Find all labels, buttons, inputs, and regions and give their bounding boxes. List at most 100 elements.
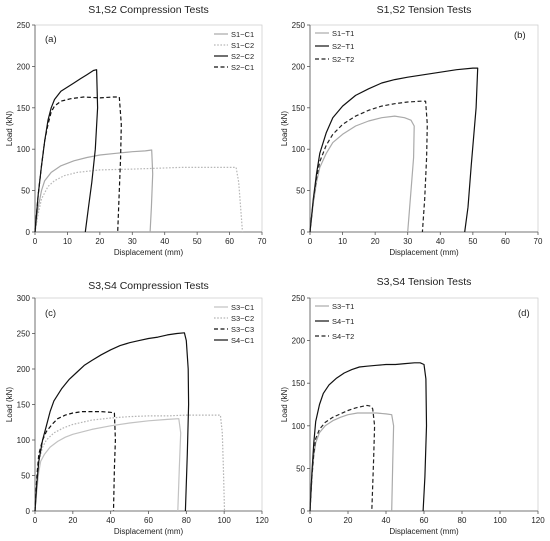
x-tick-label: 20 <box>68 516 77 525</box>
y-tick-label: 150 <box>292 379 306 388</box>
y-tick-label: 200 <box>17 62 31 71</box>
legend-label: S4−C1 <box>231 336 254 345</box>
y-tick-label: 300 <box>17 294 31 303</box>
x-tick-label: 50 <box>193 237 202 246</box>
legend-label: S3−C1 <box>231 303 254 312</box>
x-tick-label: 60 <box>144 516 153 525</box>
x-tick-label: 100 <box>493 516 507 525</box>
legend-label: S1−C1 <box>231 30 254 39</box>
y-tick-label: 0 <box>26 507 31 516</box>
x-tick-label: 20 <box>95 237 104 246</box>
y-tick-label: 100 <box>292 145 306 154</box>
series-line-3 <box>34 411 116 512</box>
legend-label: S3−T1 <box>332 302 354 311</box>
x-tick-label: 60 <box>420 516 429 525</box>
y-tick-label: 0 <box>301 228 306 237</box>
series-line-1 <box>34 418 182 512</box>
legend-label: S2−T2 <box>332 55 354 64</box>
legend-label: S2−C1 <box>231 63 254 72</box>
x-axis-label: Displacement (mm) <box>114 248 184 257</box>
y-tick-label: 250 <box>292 21 306 30</box>
y-tick-label: 50 <box>21 472 30 481</box>
series-line-1 <box>309 412 395 512</box>
chart-title: S1,S2 Tension Tests <box>377 4 472 16</box>
x-tick-label: 20 <box>371 237 380 246</box>
y-tick-label: 200 <box>17 365 31 374</box>
series-line-2 <box>309 362 428 512</box>
y-axis-label: Load (kN) <box>5 111 14 146</box>
legend-label: S2−T1 <box>332 42 354 51</box>
panel-label: (b) <box>514 30 526 41</box>
x-tick-label: 70 <box>534 237 543 246</box>
legend-label: S1−T1 <box>332 29 354 38</box>
x-tick-label: 40 <box>160 237 169 246</box>
legend-label: S4−T2 <box>332 332 354 341</box>
x-tick-label: 80 <box>182 516 191 525</box>
x-tick-label: 30 <box>403 237 412 246</box>
legend-label: S3−C2 <box>231 314 254 323</box>
y-tick-label: 200 <box>292 62 306 71</box>
chart-title: S1,S2 Compression Tests <box>88 4 209 16</box>
chart-panel-3: S3,S4 Compression Tests05010015020025030… <box>5 280 269 536</box>
y-tick-label: 250 <box>292 294 306 303</box>
y-axis-label: Load (kN) <box>280 387 289 422</box>
x-tick-label: 0 <box>308 237 313 246</box>
chart-panel-1: S1,S2 Compression Tests 0 50 100 150 200 250 0 1… <box>5 4 267 257</box>
x-tick-label: 120 <box>531 516 545 525</box>
y-tick-label: 250 <box>17 330 31 339</box>
y-tick-label: 100 <box>17 145 31 154</box>
y-tick-label: 50 <box>296 464 305 473</box>
chart-title: S3,S4 Compression Tests <box>88 280 209 292</box>
panel-label: (c) <box>45 308 56 319</box>
x-tick-label: 60 <box>501 237 510 246</box>
x-tick-label: 40 <box>436 237 445 246</box>
x-tick-label: 0 <box>308 516 313 525</box>
y-tick-label: 150 <box>17 104 31 113</box>
x-axis-label: Displacement (mm) <box>389 248 459 257</box>
x-tick-label: 120 <box>255 516 269 525</box>
y-tick-label: 100 <box>292 422 306 431</box>
y-axis-label: Load (kN) <box>280 111 289 146</box>
series-line-3 <box>309 404 376 512</box>
y-tick-label: 200 <box>292 337 306 346</box>
legend-label: S1−C2 <box>231 41 254 50</box>
plot-frame <box>34 297 263 512</box>
x-axis-label: Displacement (mm) <box>389 527 459 536</box>
y-tick-label: 150 <box>292 104 306 113</box>
x-tick-label: 0 <box>33 516 38 525</box>
x-tick-label: 20 <box>344 516 353 525</box>
y-tick-label: 0 <box>301 507 306 516</box>
y-tick-label: 0 <box>26 228 31 237</box>
series-line-2 <box>34 166 244 233</box>
y-tick-label: 150 <box>17 401 31 410</box>
x-tick-label: 10 <box>63 237 72 246</box>
y-tick-label: 50 <box>21 187 30 196</box>
series-line-1 <box>309 115 415 233</box>
x-tick-label: 0 <box>33 237 38 246</box>
series-line-4 <box>34 96 122 233</box>
y-tick-label: 250 <box>17 21 31 30</box>
x-tick-label: 30 <box>128 237 137 246</box>
plot-frame <box>309 297 539 512</box>
y-tick-label: 50 <box>296 187 305 196</box>
series-line-4 <box>34 332 190 512</box>
x-tick-label: 10 <box>338 237 347 246</box>
panel-label: (d) <box>518 308 530 319</box>
panel-label: (a) <box>45 34 57 45</box>
x-tick-label: 40 <box>382 516 391 525</box>
y-axis-label: Load (kN) <box>5 387 14 422</box>
legend-label: S2−C2 <box>231 52 254 61</box>
legend-label: S3−C3 <box>231 325 254 334</box>
x-tick-label: 50 <box>468 237 477 246</box>
chart-panel-4: S3,S4 Tension Tests 0 50 100 150 200 250 0 20 40 6… <box>280 276 545 536</box>
chart-title: S3,S4 Tension Tests <box>377 276 472 288</box>
series-line-3 <box>34 69 99 233</box>
y-tick-label: 100 <box>17 436 31 445</box>
x-tick-label: 70 <box>258 237 267 246</box>
x-tick-label: 60 <box>225 237 234 246</box>
x-tick-label: 100 <box>217 516 231 525</box>
series-line-1 <box>34 149 154 233</box>
legend-label: S4−T1 <box>332 317 354 326</box>
x-axis-label: Displacement (mm) <box>114 527 184 536</box>
